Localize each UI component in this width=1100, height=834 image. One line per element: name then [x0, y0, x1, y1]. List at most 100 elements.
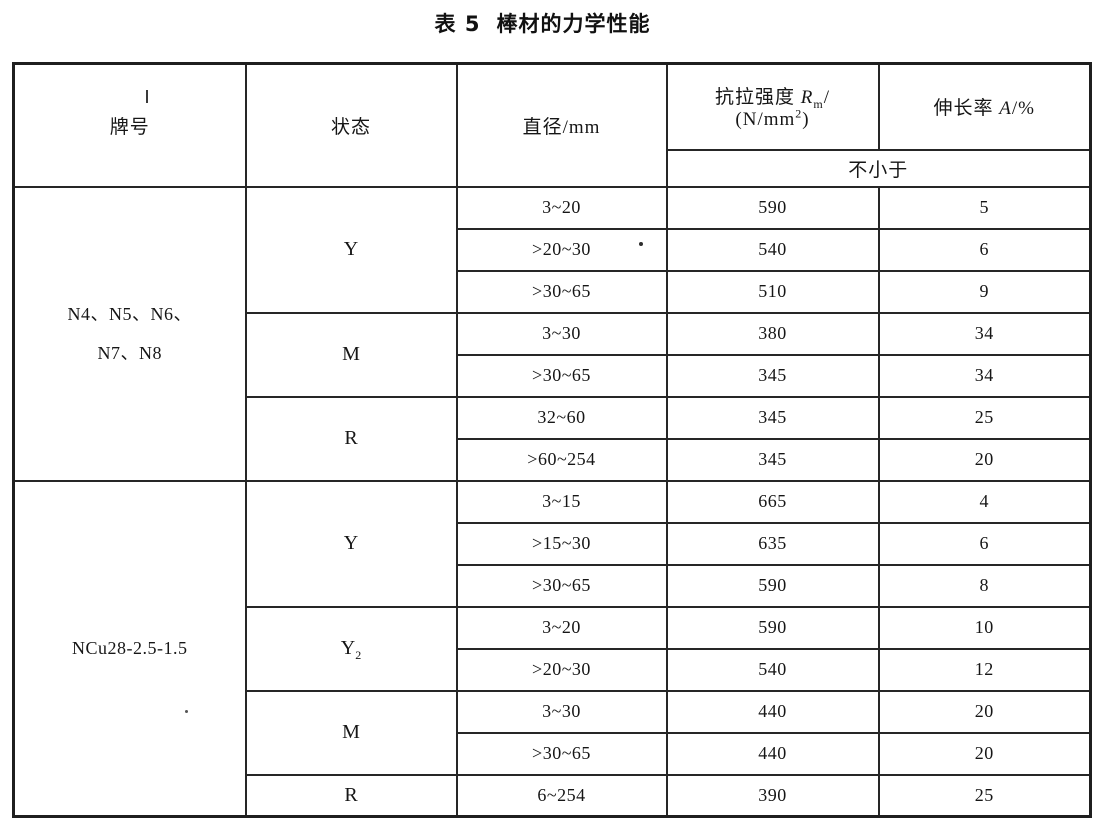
grade-cell-group2: NCu28-2.5-1.5	[12, 479, 247, 818]
tensile-header-slash: /	[823, 87, 830, 109]
table-row: >15~30 635 6	[14, 521, 1092, 566]
scan-artifact-dot	[185, 710, 188, 713]
elongation-cell: 10	[877, 605, 1092, 650]
diameter-cell: 3~30	[455, 311, 668, 356]
table-row: R 6~254 390 25	[14, 773, 1092, 818]
state-cell: R	[244, 395, 458, 482]
tensile-symbol-sub-m: m	[813, 97, 824, 112]
state-label: M	[342, 721, 360, 743]
diameter-cell: 3~15	[455, 479, 668, 524]
col-header-state: 状态	[244, 62, 458, 188]
elongation-header-suffix: /%	[1011, 98, 1035, 120]
scan-artifact-dot	[639, 242, 643, 246]
table-row: M 3~30 440 20	[14, 689, 1092, 776]
col-header-tensile-strength: 抗拉强度 Rm/ (N/mm2)	[665, 62, 880, 151]
diameter-cell: >15~30	[455, 521, 668, 566]
diameter-cell: >30~65	[455, 563, 668, 608]
state-cell: M	[244, 689, 458, 776]
state-label: Y	[343, 238, 359, 260]
elongation-cell: 34	[877, 353, 1092, 398]
table-row: >30~65 440 20	[14, 731, 1092, 776]
diameter-cell: >20~30	[455, 227, 668, 272]
tensile-cell: 510	[665, 269, 880, 314]
diameter-cell: 3~20	[455, 605, 668, 650]
elongation-cell: 8	[877, 563, 1092, 608]
state-cell: R	[244, 773, 458, 818]
tensile-unit-exponent: 2	[795, 106, 803, 121]
elongation-cell: 9	[877, 269, 1092, 314]
state-cell: Y2	[244, 605, 458, 692]
mechanical-properties-table: 牌号 状态 直径/mm 抗拉强度 Rm/ (N/mm2) 伸长率 A/% 不小于…	[12, 62, 1092, 818]
elongation-header-prefix: 伸长率	[933, 98, 1000, 120]
tensile-cell: 540	[665, 647, 880, 692]
col-header-grade: 牌号	[12, 62, 247, 188]
elongation-cell: 6	[877, 227, 1092, 272]
table-number: 表 5	[434, 12, 481, 36]
tensile-cell: 665	[665, 479, 880, 524]
elongation-cell: 34	[877, 311, 1092, 356]
table-row: >20~30 540 6	[14, 227, 1092, 272]
table-row: Y2 3~20 590 10	[14, 605, 1092, 692]
elongation-symbol-A: A	[999, 98, 1012, 120]
state-label: R	[344, 427, 358, 449]
tensile-cell: 590	[665, 605, 880, 650]
tensile-cell: 345	[665, 353, 880, 398]
tensile-cell: 390	[665, 773, 880, 818]
state-cell: Y	[244, 185, 458, 314]
table-title: 表 5 棒材的力学性能	[0, 8, 1085, 38]
grade-cell-group1: N4、N5、N6、 N7、N8	[12, 185, 247, 482]
state-label-sub: 2	[355, 648, 362, 662]
elongation-cell: 25	[877, 773, 1092, 818]
state-label: R	[344, 783, 358, 806]
table-row: R 32~60 345 25	[14, 395, 1092, 482]
elongation-cell: 20	[877, 731, 1092, 776]
tensile-header-prefix: 抗拉强度	[715, 87, 801, 109]
elongation-cell: 20	[877, 689, 1092, 734]
table-title-text: 棒材的力学性能	[496, 12, 651, 36]
elongation-cell: 6	[877, 521, 1092, 566]
table-row: >60~254 345 20	[14, 437, 1092, 482]
tensile-cell: 440	[665, 731, 880, 776]
diameter-cell: >60~254	[455, 437, 668, 482]
diameter-cell: 3~20	[455, 185, 668, 230]
diameter-cell: 6~254	[455, 773, 668, 818]
tensile-cell: 345	[665, 395, 880, 440]
table-row: >30~65 345 34	[14, 353, 1092, 398]
col-header-elongation: 伸长率 A/%	[877, 62, 1092, 151]
tensile-unit-open: (N/mm	[735, 109, 796, 131]
diameter-cell: >30~65	[455, 731, 668, 776]
diameter-cell: 32~60	[455, 395, 668, 440]
tensile-cell: 635	[665, 521, 880, 566]
scan-artifact-tick	[146, 90, 148, 103]
state-cell: Y	[244, 479, 458, 608]
tensile-unit-close: )	[802, 109, 810, 131]
elongation-cell: 25	[877, 395, 1092, 440]
elongation-cell: 5	[877, 185, 1092, 230]
diameter-cell: >30~65	[455, 269, 668, 314]
tensile-symbol-R: R	[800, 87, 814, 109]
table-row: >30~65 590 8	[14, 563, 1092, 608]
table-row: N4、N5、N6、 N7、N8 Y 3~20 590 5	[12, 185, 1092, 482]
table-row: M 3~30 380 34	[14, 311, 1092, 398]
table-row: >20~30 540 12	[14, 647, 1092, 692]
table-row: NCu28-2.5-1.5 Y 3~15 665 4	[12, 479, 1092, 818]
tensile-cell: 590	[665, 563, 880, 608]
elongation-cell: 20	[877, 437, 1092, 482]
tensile-cell: 590	[665, 185, 880, 230]
elongation-cell: 4	[877, 479, 1092, 524]
elongation-cell: 12	[877, 647, 1092, 692]
col-header-diameter: 直径/mm	[455, 62, 668, 188]
state-label: Y	[343, 532, 359, 554]
tensile-cell: 345	[665, 437, 880, 482]
table-row: >30~65 510 9	[14, 269, 1092, 314]
tensile-cell: 380	[665, 311, 880, 356]
state-label: M	[342, 343, 360, 365]
tensile-cell: 540	[665, 227, 880, 272]
subheader-not-less-than: 不小于	[665, 148, 1092, 188]
diameter-cell: >20~30	[455, 647, 668, 692]
state-label: Y	[340, 637, 356, 659]
tensile-cell: 440	[665, 689, 880, 734]
state-cell: M	[244, 311, 458, 398]
diameter-cell: 3~30	[455, 689, 668, 734]
